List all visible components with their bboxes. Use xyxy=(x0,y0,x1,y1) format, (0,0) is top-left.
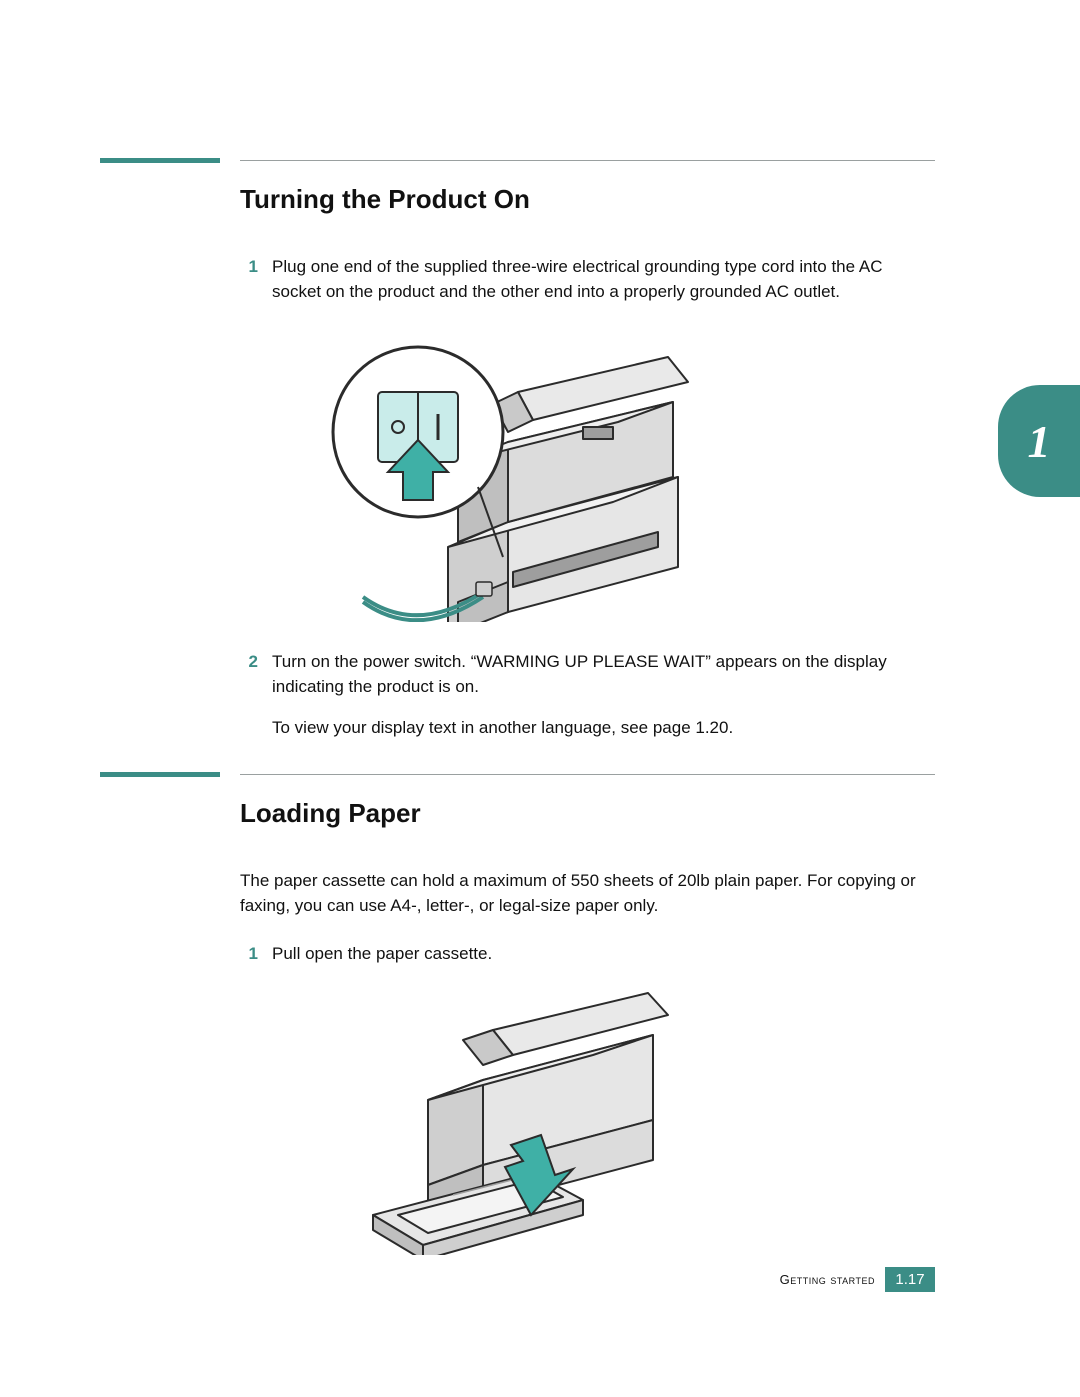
printer-power-illustration xyxy=(308,322,728,622)
step-row: 1 Plug one end of the supplied three-wir… xyxy=(240,255,935,304)
step-note: To view your display text in another lan… xyxy=(240,716,935,741)
step-row: 1 Pull open the paper cassette. xyxy=(240,942,935,967)
footer-section-label: Getting started xyxy=(780,1272,875,1287)
section-intro: The paper cassette can hold a maximum of… xyxy=(240,869,935,918)
figure-paper-cassette xyxy=(100,985,935,1255)
page-content: Turning the Product On 1 Plug one end of… xyxy=(100,160,935,1287)
figure-power-socket xyxy=(100,322,935,622)
step-text: Turn on the power switch. “WARMING UP PL… xyxy=(272,650,935,699)
step-number: 2 xyxy=(240,650,258,699)
section-title-loading-paper: Loading Paper xyxy=(240,798,935,829)
step-number: 1 xyxy=(240,942,258,967)
printer-cassette-illustration xyxy=(333,985,703,1255)
step-text: Plug one end of the supplied three-wire … xyxy=(272,255,935,304)
rule-accent xyxy=(100,158,220,163)
footer-page-number: 1.17 xyxy=(885,1267,935,1292)
note-text: To view your display text in another lan… xyxy=(272,716,935,741)
step-text: Pull open the paper cassette. xyxy=(272,942,935,967)
section-title-turning-on: Turning the Product On xyxy=(240,184,935,215)
chapter-number: 1 xyxy=(1028,415,1051,468)
step-number: 1 xyxy=(240,255,258,304)
chapter-tab: 1 xyxy=(998,385,1080,497)
page-footer: Getting started 1.17 xyxy=(780,1267,935,1292)
section-rule xyxy=(100,160,935,162)
rule-accent xyxy=(100,772,220,777)
step-row: 2 Turn on the power switch. “WARMING UP … xyxy=(240,650,935,699)
section-rule xyxy=(100,774,935,776)
